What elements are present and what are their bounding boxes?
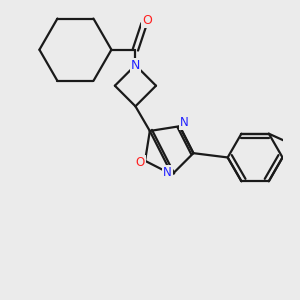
Text: O: O bbox=[142, 14, 152, 27]
Text: O: O bbox=[135, 156, 145, 169]
Text: N: N bbox=[131, 58, 140, 72]
Text: N: N bbox=[164, 166, 172, 179]
Text: N: N bbox=[180, 116, 188, 129]
